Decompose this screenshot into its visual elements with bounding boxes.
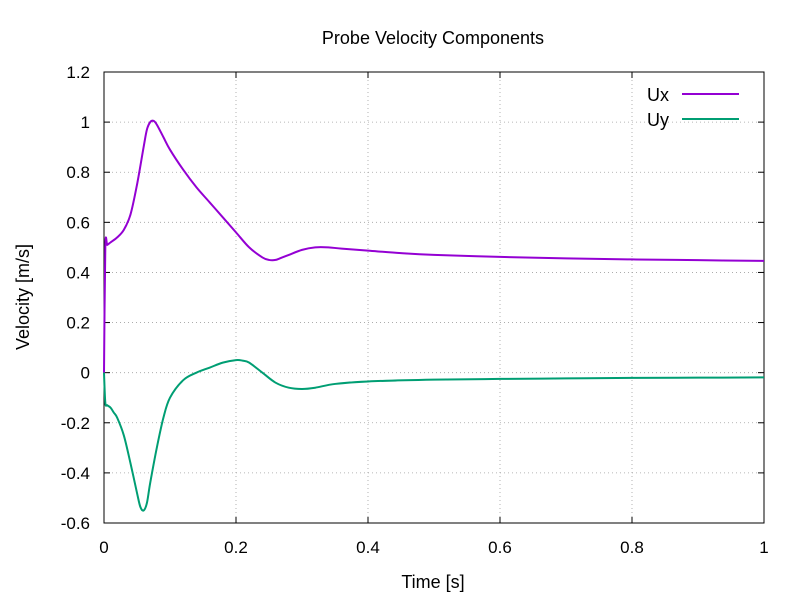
x-axis-label: Time [s] [401,572,464,592]
x-tick-label: 0 [99,538,108,557]
series-line-uy [103,359,765,512]
x-tick-label: 0.8 [620,538,644,557]
y-tick-label: 0.6 [66,213,90,232]
y-tick-label: 1.2 [66,63,90,82]
chart-title: Probe Velocity Components [322,28,544,48]
series-line-ux [103,119,765,373]
y-tick-label: 0 [81,364,90,383]
y-tick-label: -0.2 [61,414,90,433]
legend: Ux Uy [647,85,739,130]
plot-frame [103,71,765,524]
y-tick-label: 1 [81,113,90,132]
y-tick-label: 0.8 [66,163,90,182]
y-tick-label: 0.4 [66,263,90,282]
x-tick-label: 0.4 [356,538,380,557]
series-lines [103,119,765,512]
y-axis-label: Velocity [m/s] [13,244,33,350]
x-tick-label: 0.2 [224,538,248,557]
grid [104,72,764,523]
y-tick-label: -0.6 [61,514,90,533]
legend-label-ux: Ux [647,85,669,105]
y-tick-label: 0.2 [66,314,90,333]
legend-label-uy: Uy [647,110,669,130]
x-tick-label: 0.6 [488,538,512,557]
x-tick-label: 1 [759,538,768,557]
y-tick-label: -0.4 [61,464,90,483]
axis-ticks: 0 0.2 0.4 0.6 0.8 1 -0.6 -0.4 -0.2 0 0.2 0.4 0.6 0.8 1… [61,63,769,557]
